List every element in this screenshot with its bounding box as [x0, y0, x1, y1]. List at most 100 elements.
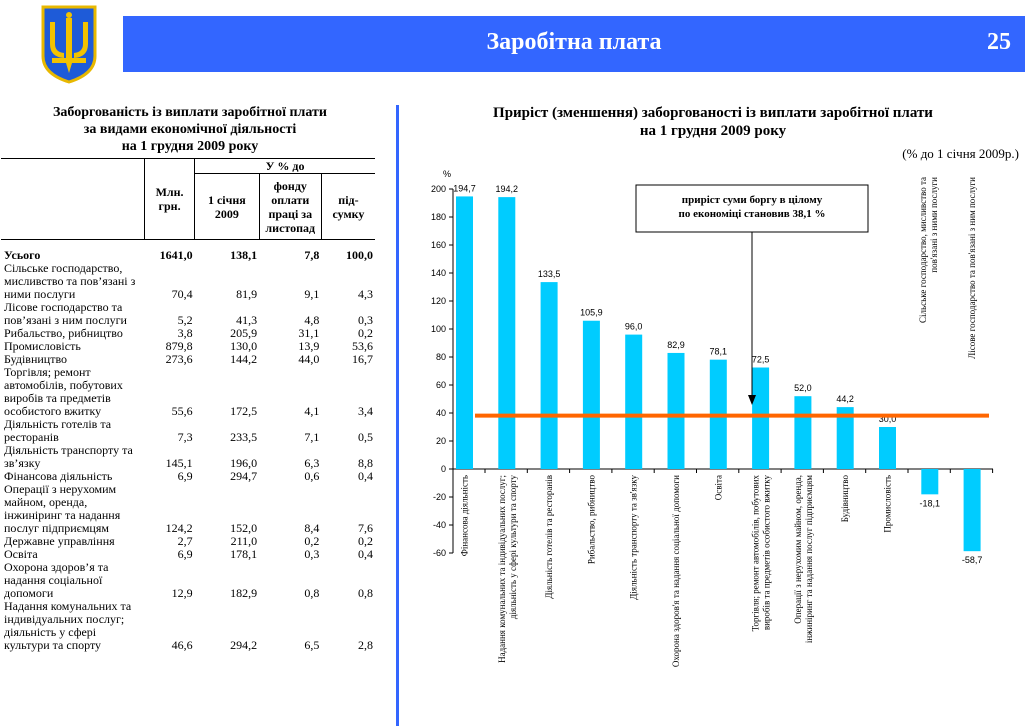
category-label-line: Діяльність транспорту та зв'язку — [629, 475, 639, 600]
category-label-line: Промисловість — [883, 475, 893, 533]
debt-table: Млн. грн. У % до 1 січня 2009 фонду опла… — [1, 158, 375, 652]
cell-jan: 211,0 — [230, 533, 258, 548]
category-label-line: Освіта — [713, 475, 723, 500]
cell-name: Діяльність транспорту та зв’язку — [4, 442, 133, 470]
data-label: 44,2 — [836, 394, 854, 404]
table-title-line: на 1 грудня 2009 року — [121, 139, 259, 154]
annotation-line: по економіці становив 38,1 % — [679, 208, 826, 220]
cell-jan: 294,7 — [230, 468, 258, 483]
cell-mln: 6,9 — [177, 546, 193, 561]
y-tick-label: 40 — [436, 408, 446, 418]
table-row: Державне управління 2,7 211,0 0,2 0,2 — [1, 533, 375, 548]
cell-jan: 205,9 — [230, 325, 258, 340]
table-body: Усього 1641,0 138,1 7,8 100,0 Сільське господ… — [1, 240, 375, 652]
category-label: Охорона здоров'я та надання соціальної д… — [671, 475, 681, 667]
category-label-line: Лісове господарство та пов'язані з ним п… — [967, 177, 977, 359]
cell-mln: 70,4 — [171, 286, 193, 301]
bar — [752, 367, 770, 469]
data-label: 82,9 — [667, 340, 685, 350]
y-tick-label: -20 — [433, 492, 446, 502]
data-label: -18,1 — [920, 498, 941, 508]
cell-fund: 6,3 — [304, 455, 320, 470]
data-label: 52,0 — [794, 383, 812, 393]
cell-mln: 1641,0 — [159, 247, 193, 262]
cell-jan: 138,1 — [230, 247, 258, 262]
category-label: Рибальство, рибництво — [586, 475, 596, 565]
chart-title: Приріст (зменшення) заборгованості із ви… — [403, 104, 1023, 140]
table-row: Лісове господарство та пов’язані з ним п… — [1, 299, 375, 327]
bar — [540, 282, 558, 469]
cell-total: 16,7 — [352, 351, 373, 366]
category-label-line: Надання комунальних та індивідуальних по… — [497, 475, 507, 663]
table-row: Промисловість 879,8 130,0 13,9 53,6 — [1, 338, 375, 353]
cell-name: Надання комунальних та індивідуальних по… — [4, 598, 132, 652]
cell-total: 0,4 — [358, 468, 373, 483]
page-title: Заробітна плата — [486, 29, 662, 55]
annotation-line: приріст суми боргу в цілому — [682, 194, 823, 206]
cell-fund: 44,0 — [298, 351, 320, 366]
cell-name: Охорона здоров’я та надання соціальної д… — [4, 559, 109, 600]
cell-fund: 7,8 — [304, 247, 320, 262]
cell-total: 0,4 — [358, 546, 373, 561]
table-row: Операції з нерухомим майном, оренда, інж… — [1, 482, 375, 535]
cell-jan: 172,5 — [230, 403, 258, 418]
table-row: Рибальство, рибництво 3,8 205,9 31,1 0,2 — [1, 325, 375, 340]
cell-total: 100,0 — [346, 247, 373, 262]
table-title-line: Заборгованість із виплати заробітної пла… — [53, 105, 327, 120]
bar — [667, 352, 685, 469]
category-label-line: Діяльність готелів та ресторанів — [544, 475, 554, 599]
cell-total: 2,8 — [358, 637, 373, 652]
data-label: 133,5 — [538, 269, 561, 279]
y-tick-label: 0 — [441, 464, 446, 474]
cell-name: Освіта — [4, 546, 38, 561]
data-label: 72,5 — [752, 355, 770, 365]
cell-total: 53,6 — [352, 338, 373, 353]
cell-mln: 6,9 — [177, 468, 193, 483]
cell-fund: 6,5 — [304, 637, 320, 652]
header-banner: Заробітна плата 25 — [123, 16, 1025, 72]
y-tick-label: 20 — [436, 436, 446, 446]
table-title-line: за видами економічної діяльності — [83, 122, 297, 137]
cell-total: 0,2 — [358, 533, 373, 548]
cell-mln: 5,2 — [177, 312, 193, 327]
cell-name: Діяльність готелів та ресторанів — [4, 416, 112, 444]
cell-mln: 124,2 — [165, 520, 193, 535]
table-row: Фінансова діяльність 6,9 294,7 0,6 0,4 — [1, 468, 375, 483]
data-label: 194,7 — [453, 183, 476, 193]
category-label: Діяльність транспорту та зв'язку — [629, 475, 639, 600]
category-label: Торгівля; ремонт автомобілів, побутовихв… — [751, 475, 772, 632]
data-label: 194,2 — [496, 184, 519, 194]
cell-mln: 12,9 — [171, 585, 193, 600]
bar — [625, 334, 643, 469]
category-label: Лісове господарство та пов'язані з ним п… — [967, 177, 977, 359]
category-label: Сільське господарство, мисливство тапов'… — [918, 177, 939, 323]
category-label: Освіта — [713, 475, 723, 500]
category-label-line: Рибальство, рибництво — [586, 475, 596, 565]
cell-jan: 294,2 — [230, 637, 258, 652]
category-label: Будівництво — [840, 475, 850, 523]
category-label: Промисловість — [883, 475, 893, 533]
arrow-head-icon — [748, 395, 756, 405]
bar-chart: %200180160140120100806040200-20-40-60194… — [431, 169, 994, 667]
bar — [794, 396, 812, 469]
y-tick-label: 180 — [431, 212, 446, 222]
cell-jan: 144,2 — [230, 351, 258, 366]
category-label-line: діяльність у сфері культури та спорту — [508, 475, 518, 620]
cell-fund: 8,4 — [304, 520, 320, 535]
bar — [582, 320, 600, 469]
cell-fund: 7,1 — [304, 429, 320, 444]
annotation-text: приріст суми боргу в цілому по економіці … — [679, 194, 826, 220]
cell-name: Лісове господарство та пов’язані з ним п… — [4, 299, 127, 327]
cell-mln: 879,8 — [165, 338, 193, 353]
category-label: Операції з нерухомим майном, оренда,інжи… — [793, 475, 814, 643]
table-row: Торгівля; ремонт автомобілів, побутових … — [1, 365, 375, 418]
cell-name: Сільське господарство, мисливство та пов… — [4, 260, 136, 301]
bar — [963, 469, 981, 552]
y-tick-label: 60 — [436, 380, 446, 390]
cell-name: Рибальство, рибництво — [4, 325, 123, 340]
cell-total: 0,3 — [358, 312, 373, 327]
table-row: Надання комунальних та індивідуальних по… — [1, 598, 375, 652]
bar — [456, 196, 473, 470]
table-title: Заборгованість із виплати заробітної пла… — [0, 104, 380, 155]
cell-total: 0,5 — [358, 429, 373, 444]
